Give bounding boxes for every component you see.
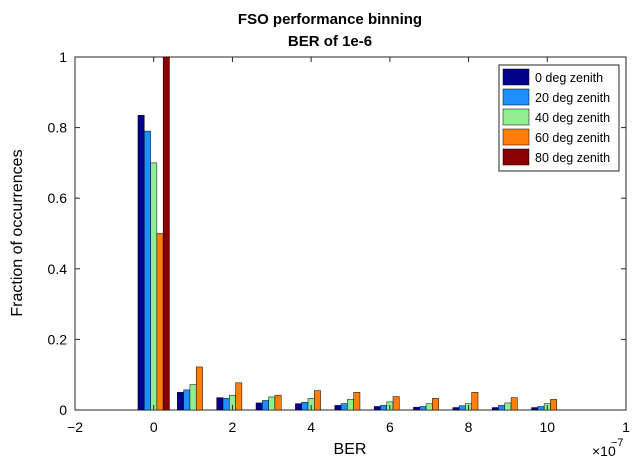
bar xyxy=(222,398,230,411)
legend-label: 40 deg zenith xyxy=(535,111,610,125)
bar xyxy=(314,390,321,411)
bar xyxy=(177,392,184,411)
x-axis-exponent-base: ×10 xyxy=(592,443,616,459)
x-tick-label: −2 xyxy=(67,419,83,435)
bar xyxy=(189,384,197,411)
x-tick-label: 10 xyxy=(539,419,555,435)
legend-label: 60 deg zenith xyxy=(535,131,610,145)
bar xyxy=(432,398,439,411)
y-tick-label: 0.8 xyxy=(48,120,68,136)
y-tick-label: 0.2 xyxy=(48,331,68,347)
bar xyxy=(353,392,361,411)
x-axis-label: BER xyxy=(334,441,367,458)
bar xyxy=(150,162,158,411)
bar xyxy=(380,405,387,411)
y-axis-label: Fraction of occurrences xyxy=(9,149,26,316)
bar xyxy=(491,407,499,411)
bar xyxy=(235,382,243,411)
bar xyxy=(504,402,512,411)
bar xyxy=(392,396,400,411)
bar xyxy=(255,402,263,411)
bar xyxy=(537,406,545,411)
y-tick-label: 0.4 xyxy=(48,261,68,277)
bar xyxy=(550,399,557,411)
bar xyxy=(452,407,460,411)
legend-label: 80 deg zenith xyxy=(535,151,610,165)
legend: 0 deg zenith 20 deg zenith 40 deg zenith 60… xyxy=(498,64,620,172)
bar xyxy=(183,389,191,411)
x-axis-exponent: ×10 −7 xyxy=(592,437,624,459)
legend-swatch xyxy=(502,88,530,106)
bar xyxy=(156,233,164,411)
bar xyxy=(295,403,302,411)
bar xyxy=(510,397,518,411)
bar xyxy=(340,403,348,411)
bar xyxy=(458,405,466,411)
bar xyxy=(216,397,224,411)
bar xyxy=(425,403,433,411)
x-tick-label: 1 xyxy=(622,419,630,435)
bar xyxy=(195,366,203,411)
x-tick-label: 8 xyxy=(465,419,473,435)
x-tick-label: 2 xyxy=(229,419,237,435)
y-tick-label: 0.6 xyxy=(48,190,68,206)
x-tick-label: 6 xyxy=(386,419,394,435)
legend-label: 0 deg zenith xyxy=(535,71,603,85)
bar xyxy=(498,405,506,411)
bar xyxy=(144,130,151,411)
legend-swatch xyxy=(502,68,530,86)
x-tick-label: 0 xyxy=(150,419,158,435)
bar xyxy=(334,405,342,411)
y-tick-label: 1 xyxy=(59,49,67,65)
bars-layer xyxy=(137,56,557,411)
bar xyxy=(268,396,276,411)
bar xyxy=(419,406,427,411)
legend-label: 20 deg zenith xyxy=(535,91,610,105)
legend-swatch xyxy=(502,108,530,126)
y-axis-ticks: 0 0.2 0.4 0.6 0.8 1 xyxy=(48,49,626,418)
legend-swatch xyxy=(502,148,530,166)
y-tick-label: 0 xyxy=(59,402,67,418)
x-axis-exponent-power: −7 xyxy=(611,437,624,449)
bar xyxy=(413,406,421,411)
x-tick-label: 4 xyxy=(307,419,315,435)
bar xyxy=(471,392,479,411)
x-axis-ticks: −2 0 2 4 6 8 10 1 xyxy=(67,57,630,435)
bar xyxy=(162,56,170,411)
bar xyxy=(274,394,282,411)
bar xyxy=(262,400,269,411)
bar xyxy=(301,401,309,411)
bar xyxy=(373,406,381,411)
bar xyxy=(137,115,145,411)
legend-swatch xyxy=(502,128,530,146)
bar xyxy=(347,399,354,411)
chart-title: FSO performance binning xyxy=(238,11,422,28)
chart-subtitle: BER of 1e-6 xyxy=(288,33,372,50)
bar xyxy=(531,407,539,411)
